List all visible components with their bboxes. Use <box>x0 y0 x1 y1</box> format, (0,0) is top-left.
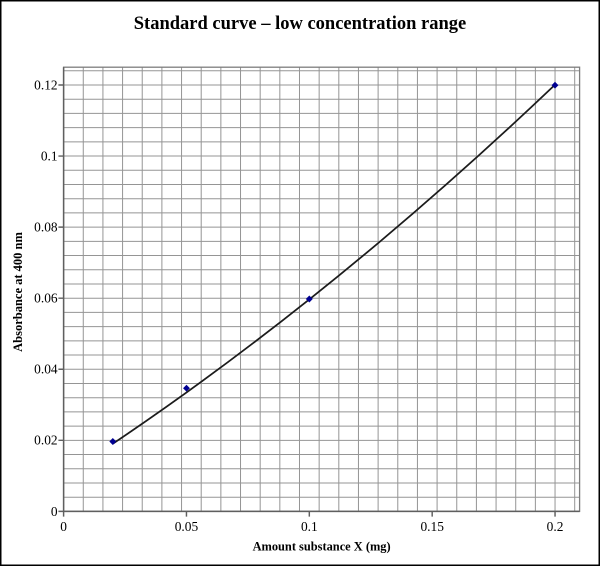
svg-text:0.1: 0.1 <box>41 148 58 163</box>
svg-text:0.05: 0.05 <box>175 519 199 534</box>
svg-text:0.2: 0.2 <box>547 519 564 534</box>
svg-text:0.06: 0.06 <box>34 291 58 306</box>
svg-text:0.08: 0.08 <box>34 220 58 235</box>
svg-text:Amount substance X (mg): Amount substance X (mg) <box>253 539 391 553</box>
svg-text:0.15: 0.15 <box>420 519 444 534</box>
svg-text:0.12: 0.12 <box>34 77 57 92</box>
svg-text:Standard curve – low concentra: Standard curve – low concentration range <box>134 14 466 34</box>
svg-text:0: 0 <box>51 504 58 519</box>
svg-text:0.02: 0.02 <box>34 433 57 448</box>
svg-text:0.04: 0.04 <box>34 362 58 377</box>
svg-text:0: 0 <box>60 519 67 534</box>
svg-text:0.1: 0.1 <box>301 519 318 534</box>
svg-text:Absorbance at 400 nm: Absorbance at 400 nm <box>11 232 25 352</box>
